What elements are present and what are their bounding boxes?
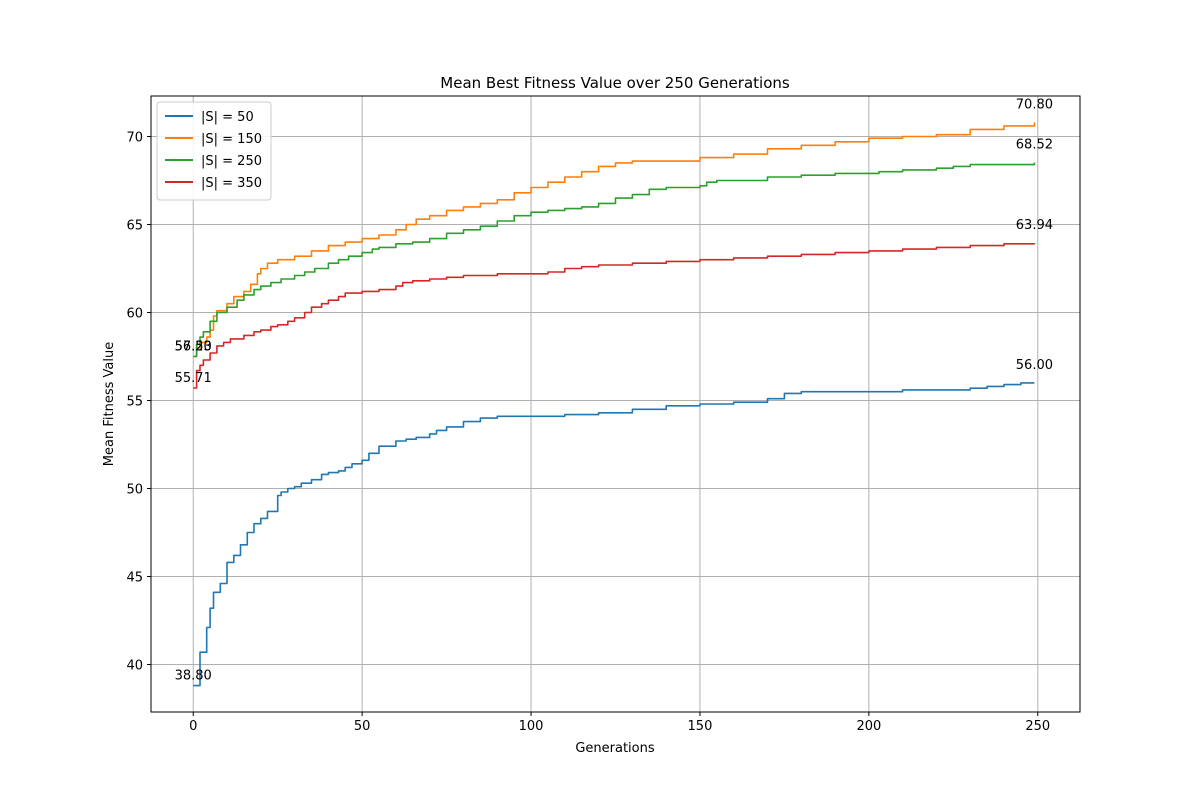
chart-title: Mean Best Fitness Value over 250 Generat… bbox=[440, 74, 790, 92]
start-value-label: 38.80 bbox=[175, 669, 212, 684]
end-value-label: 63.94 bbox=[1016, 218, 1053, 233]
end-value-label: 56.00 bbox=[1016, 358, 1053, 373]
x-axis-label: Generations bbox=[575, 741, 655, 756]
legend: |S| = 50 |S| = 150 |S| = 250 |S| = 350 bbox=[156, 101, 272, 201]
legend-entry: |S| = 150 bbox=[201, 132, 262, 147]
series-line-1 bbox=[193, 382, 1035, 687]
x-tick-label: 200 bbox=[856, 719, 881, 734]
y-tick-label: 40 bbox=[126, 658, 143, 673]
y-tick-label: 55 bbox=[126, 394, 143, 409]
start-value-label: 57.50 bbox=[175, 339, 212, 354]
y-axis: 40 45 50 55 60 65 70 bbox=[126, 130, 151, 673]
y-axis-label: Mean Fitness Value bbox=[102, 342, 117, 466]
x-tick-label: 0 bbox=[189, 719, 197, 734]
start-value-label: 55.71 bbox=[175, 371, 212, 386]
series-line-3 bbox=[193, 162, 1036, 358]
x-axis: 0 50 100 150 200 250 bbox=[189, 712, 1050, 734]
x-tick-label: 50 bbox=[354, 719, 371, 734]
start-value-label: 56.23 bbox=[175, 339, 212, 354]
grid bbox=[151, 96, 1080, 712]
annotations: 38.80 56.00 57.50 70.80 56.23 68.52 55.71 63.94 bbox=[175, 97, 1053, 683]
legend-entry: |S| = 50 bbox=[201, 110, 254, 125]
x-tick-label: 150 bbox=[688, 719, 713, 734]
series-line-4 bbox=[193, 243, 1036, 389]
plot-area bbox=[193, 122, 1036, 687]
plot-frame bbox=[150, 95, 1081, 713]
y-tick-label: 65 bbox=[126, 218, 143, 233]
x-tick-label: 100 bbox=[519, 719, 544, 734]
y-tick-label: 50 bbox=[126, 482, 143, 497]
y-tick-label: 70 bbox=[126, 130, 143, 145]
legend-box bbox=[156, 101, 272, 201]
end-value-label: 70.80 bbox=[1016, 97, 1053, 112]
end-value-label: 68.52 bbox=[1016, 138, 1053, 153]
y-tick-label: 45 bbox=[126, 570, 143, 585]
y-tick-label: 60 bbox=[126, 306, 143, 321]
series-line-2 bbox=[193, 122, 1036, 358]
x-tick-label: 250 bbox=[1025, 719, 1050, 734]
legend-entry: |S| = 350 bbox=[201, 176, 262, 191]
legend-entry: |S| = 250 bbox=[201, 154, 262, 169]
